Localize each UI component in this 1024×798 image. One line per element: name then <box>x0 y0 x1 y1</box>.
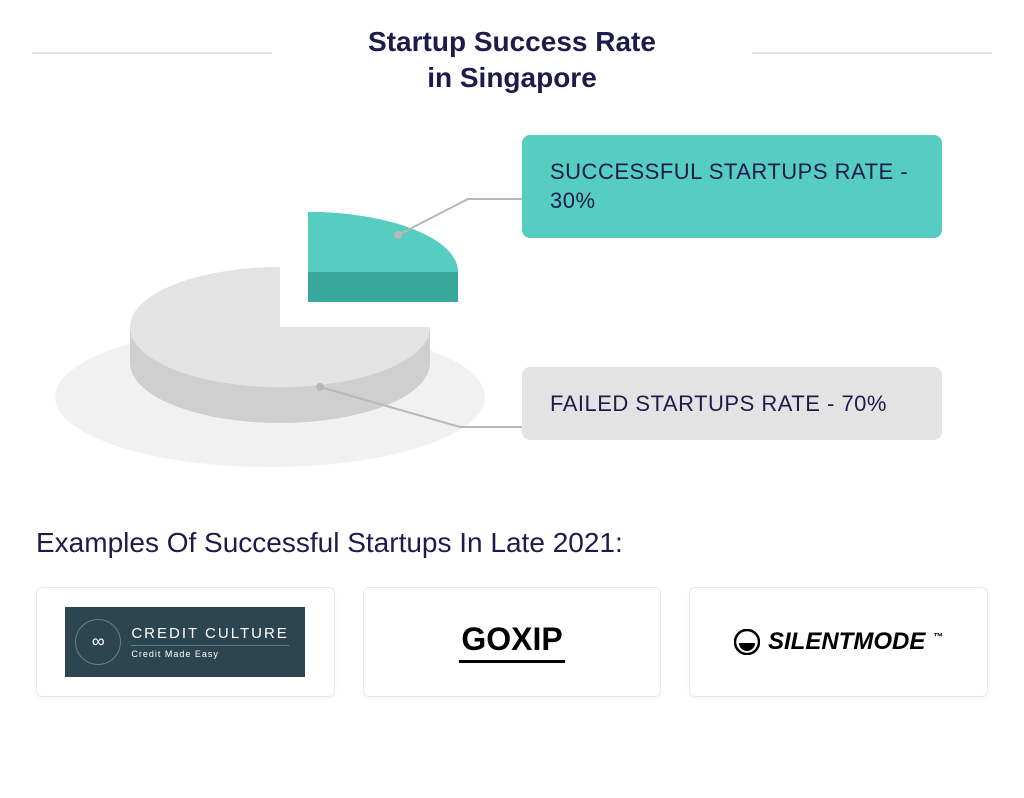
header: Startup Success Rate in Singapore <box>0 0 1024 97</box>
examples-section: Examples Of Successful Startups In Late … <box>0 527 1024 697</box>
pie-chart-area: SUCCESSFUL STARTUPS RATE - 30% FAILED ST… <box>0 97 1024 527</box>
logo-credit-tagline: Credit Made Easy <box>131 645 288 659</box>
label-success-text: SUCCESSFUL STARTUPS RATE - 30% <box>550 159 908 214</box>
logo-credit-culture: ∞ CREDIT CULTURE Credit Made Easy <box>65 607 305 677</box>
examples-cards: ∞ CREDIT CULTURE Credit Made Easy GOXIP … <box>36 587 988 697</box>
infinity-icon: ∞ <box>75 619 121 665</box>
logo-silent-name: SILENTMODE <box>768 628 925 656</box>
logo-credit-name: CREDIT CULTURE <box>131 625 288 642</box>
label-failed-box: FAILED STARTUPS RATE - 70% <box>522 367 942 441</box>
example-card-goxip: GOXIP <box>363 587 662 697</box>
bubble-icon <box>734 629 760 655</box>
example-card-credit-culture: ∞ CREDIT CULTURE Credit Made Easy <box>36 587 335 697</box>
divider-left <box>32 52 272 54</box>
pie-slice-success <box>308 212 458 302</box>
page-title: Startup Success Rate in Singapore <box>368 24 656 97</box>
example-card-silentmode: SILENTMODE ™ <box>689 587 988 697</box>
label-success-box: SUCCESSFUL STARTUPS RATE - 30% <box>522 135 942 238</box>
examples-heading: Examples Of Successful Startups In Late … <box>36 527 988 559</box>
logo-goxip: GOXIP <box>459 621 564 663</box>
title-line-2: in Singapore <box>427 62 597 93</box>
logo-silentmode: SILENTMODE ™ <box>734 628 943 656</box>
divider-right <box>752 52 992 54</box>
label-failed-text: FAILED STARTUPS RATE - 70% <box>550 391 887 416</box>
title-line-1: Startup Success Rate <box>368 26 656 57</box>
logo-silent-tm: ™ <box>933 632 943 643</box>
